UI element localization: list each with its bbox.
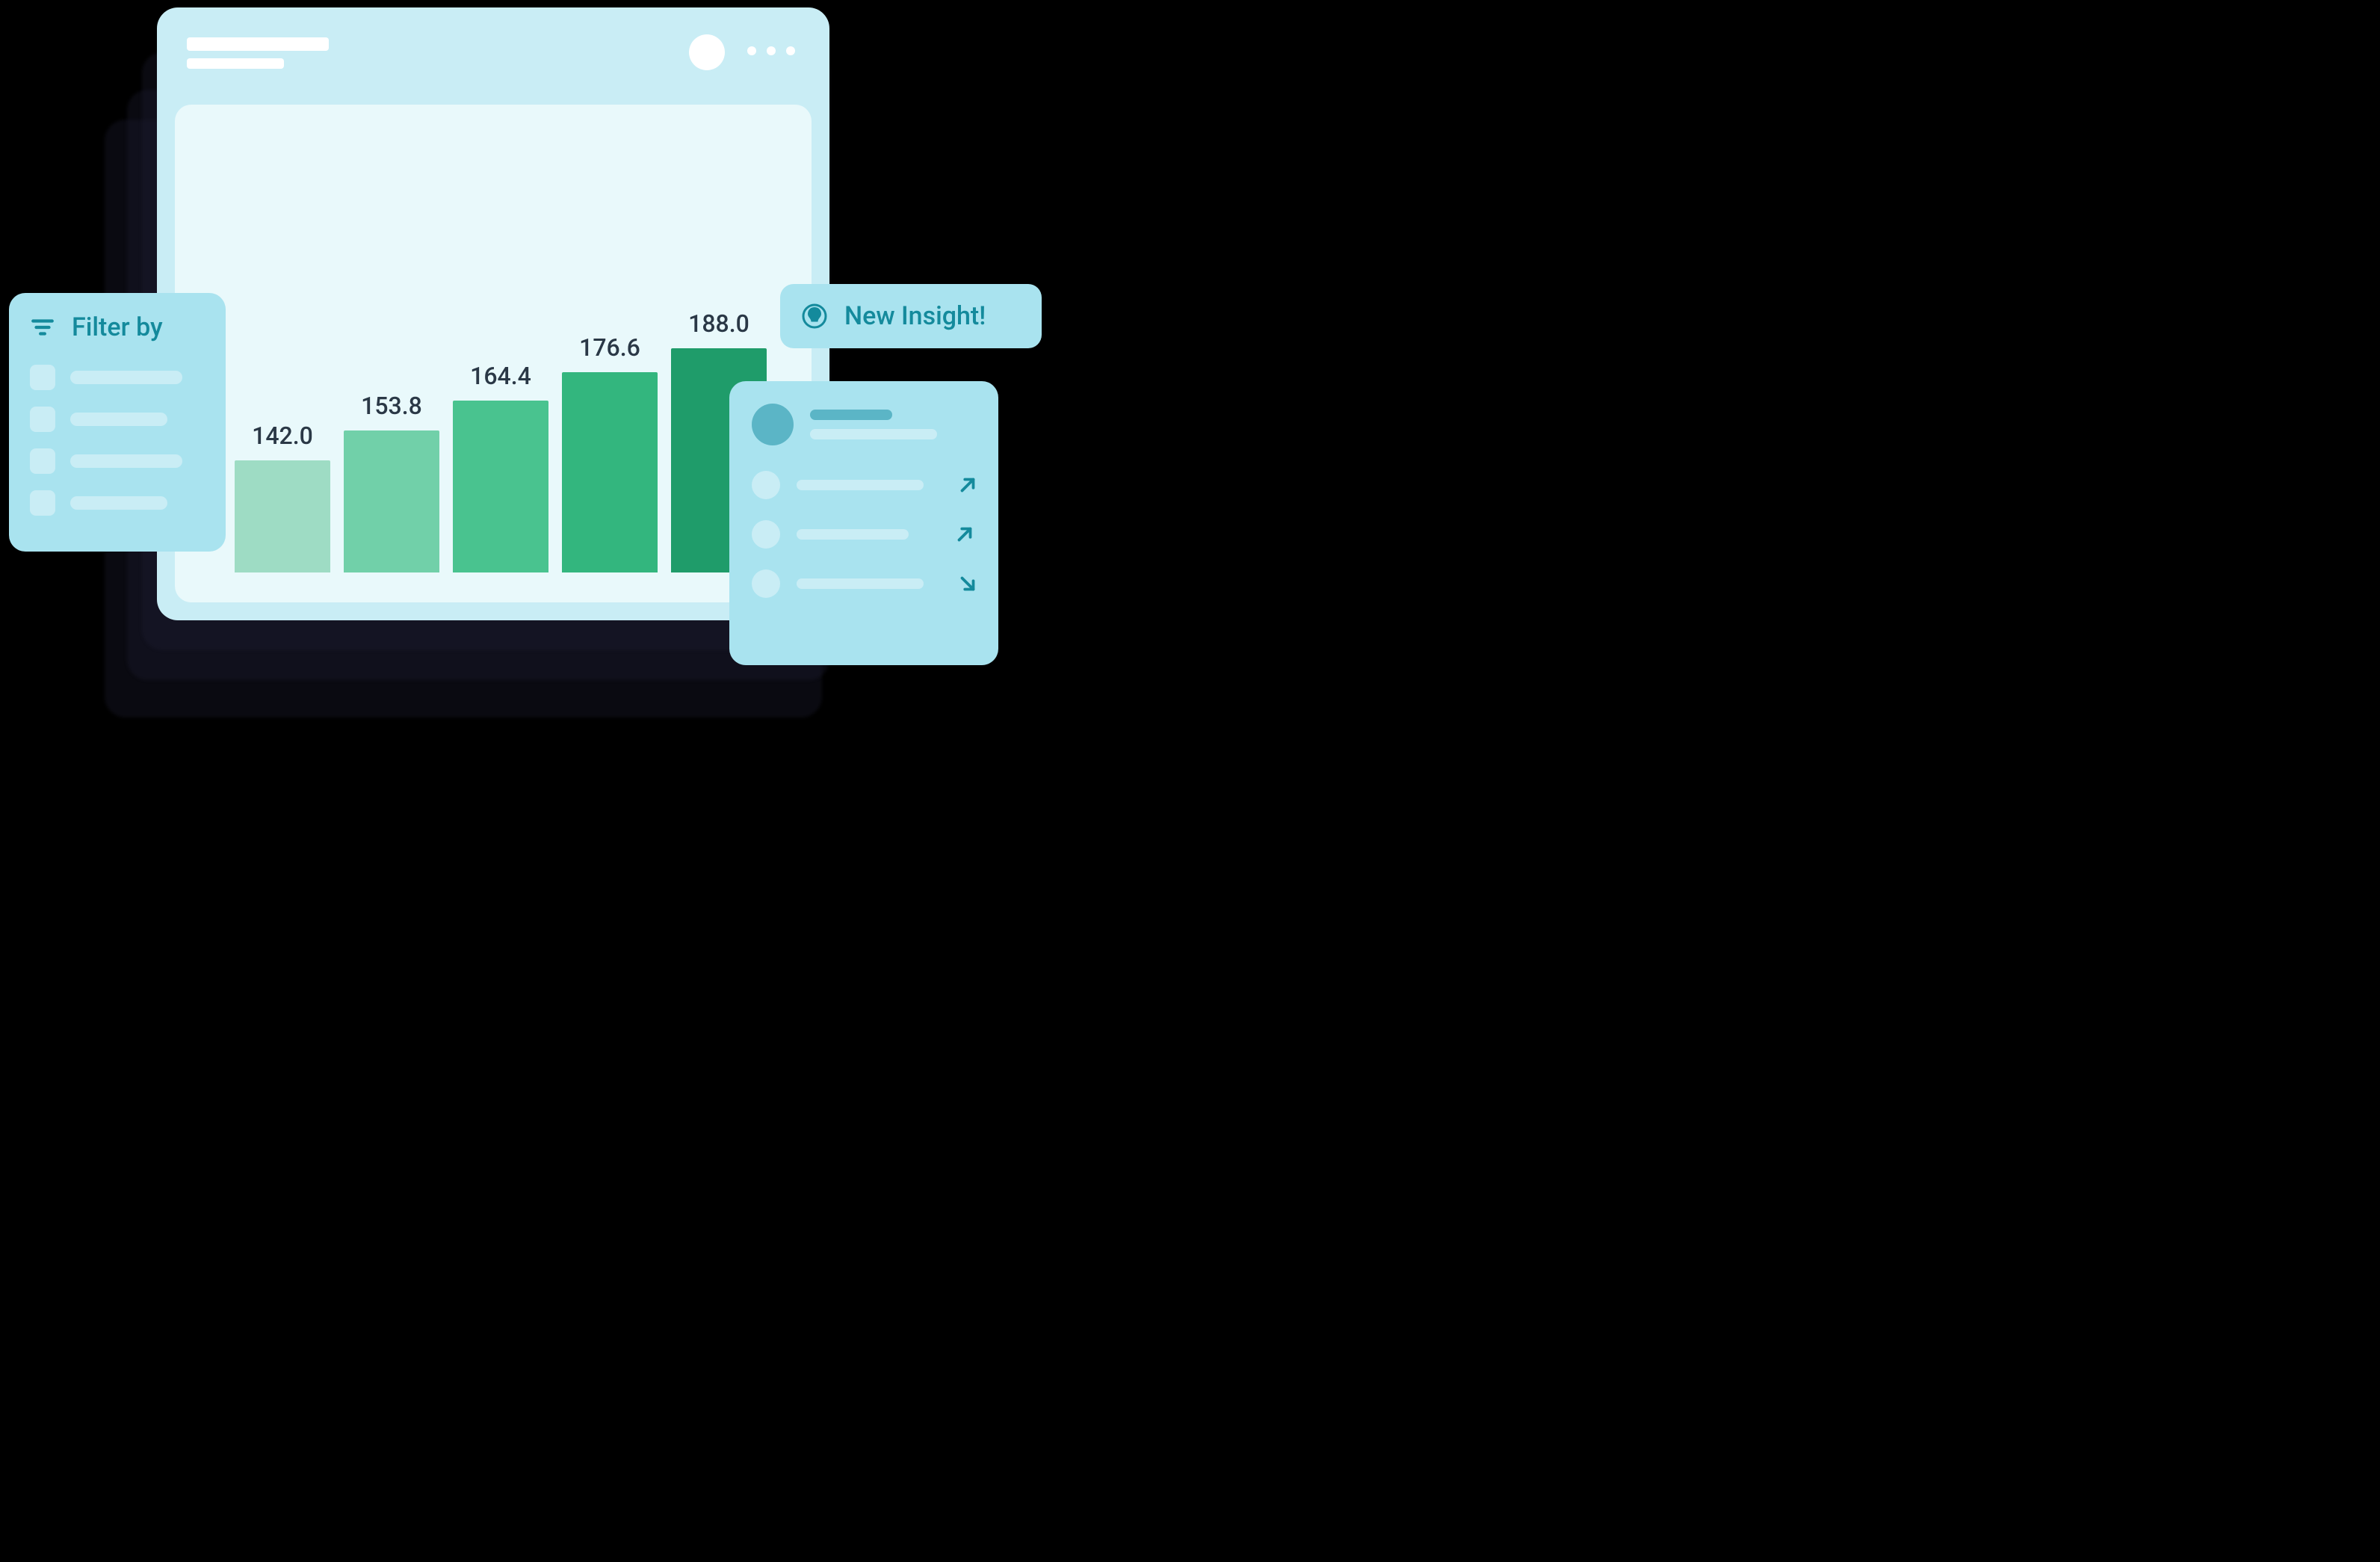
bar-chart: 142.0 153.8 164.4 176.6 188.0: [235, 259, 767, 572]
window-header: [157, 7, 829, 105]
list-item-label-skeleton: [797, 578, 924, 589]
bar-group: 176.6: [562, 259, 658, 572]
dashboard-window: 142.0 153.8 164.4 176.6 188.0: [157, 7, 829, 620]
trend-down-icon: [956, 572, 979, 595]
lightbulb-icon: [801, 303, 828, 330]
bar-value-label: 142.0: [252, 422, 313, 450]
filter-label-skeleton: [70, 496, 167, 510]
subtitle-skeleton-line: [187, 58, 284, 69]
bar-group: 142.0: [235, 259, 330, 572]
list-item[interactable]: [752, 520, 976, 549]
filter-icon: [30, 315, 55, 340]
list-item-label-skeleton: [797, 480, 924, 490]
bar[interactable]: [344, 430, 439, 572]
filter-option-row[interactable]: [30, 365, 205, 390]
more-menu-icon[interactable]: [747, 46, 795, 55]
stage: 142.0 153.8 164.4 176.6 188.0 Filter by New …: [0, 0, 1088, 714]
insight-label: New Insight!: [844, 301, 986, 331]
checkbox[interactable]: [30, 448, 55, 474]
filter-title: Filter by: [72, 312, 163, 342]
trend-up-icon: [956, 474, 979, 496]
filter-label-skeleton: [70, 371, 182, 384]
bar-value-label: 188.0: [688, 309, 749, 338]
bar-value-label: 176.6: [579, 333, 640, 362]
list-item-avatar: [752, 520, 780, 549]
list-title-skeleton: [810, 410, 892, 420]
list-item[interactable]: [752, 569, 976, 598]
list-item-label-skeleton: [797, 529, 909, 540]
bar[interactable]: [235, 460, 330, 572]
list-item-avatar: [752, 569, 780, 598]
bar[interactable]: [562, 372, 658, 572]
title-skeleton-line: [187, 37, 329, 51]
filter-option-row[interactable]: [30, 407, 205, 432]
bar-group: 153.8: [344, 259, 439, 572]
list-item-avatar: [752, 471, 780, 499]
filter-option-row[interactable]: [30, 448, 205, 474]
list-card: [729, 381, 998, 665]
filter-card: Filter by: [9, 293, 226, 552]
list-header: [752, 404, 976, 445]
filter-label-skeleton: [70, 413, 167, 426]
filter-header: Filter by: [30, 312, 205, 342]
list-avatar: [752, 404, 794, 445]
filter-option-row[interactable]: [30, 490, 205, 516]
checkbox[interactable]: [30, 365, 55, 390]
list-subtitle-skeleton: [810, 429, 937, 439]
bar-value-label: 164.4: [470, 362, 531, 390]
filter-label-skeleton: [70, 454, 182, 468]
list-header-lines: [810, 410, 976, 439]
trend-up-icon: [953, 523, 976, 546]
list-item[interactable]: [752, 471, 976, 499]
bar-value-label: 153.8: [361, 392, 422, 420]
bar[interactable]: [453, 401, 548, 572]
chart-panel: 142.0 153.8 164.4 176.6 188.0: [175, 105, 812, 602]
user-avatar[interactable]: [689, 34, 725, 70]
checkbox[interactable]: [30, 407, 55, 432]
bar-group: 164.4: [453, 259, 548, 572]
insight-pill[interactable]: New Insight!: [780, 284, 1042, 348]
checkbox[interactable]: [30, 490, 55, 516]
